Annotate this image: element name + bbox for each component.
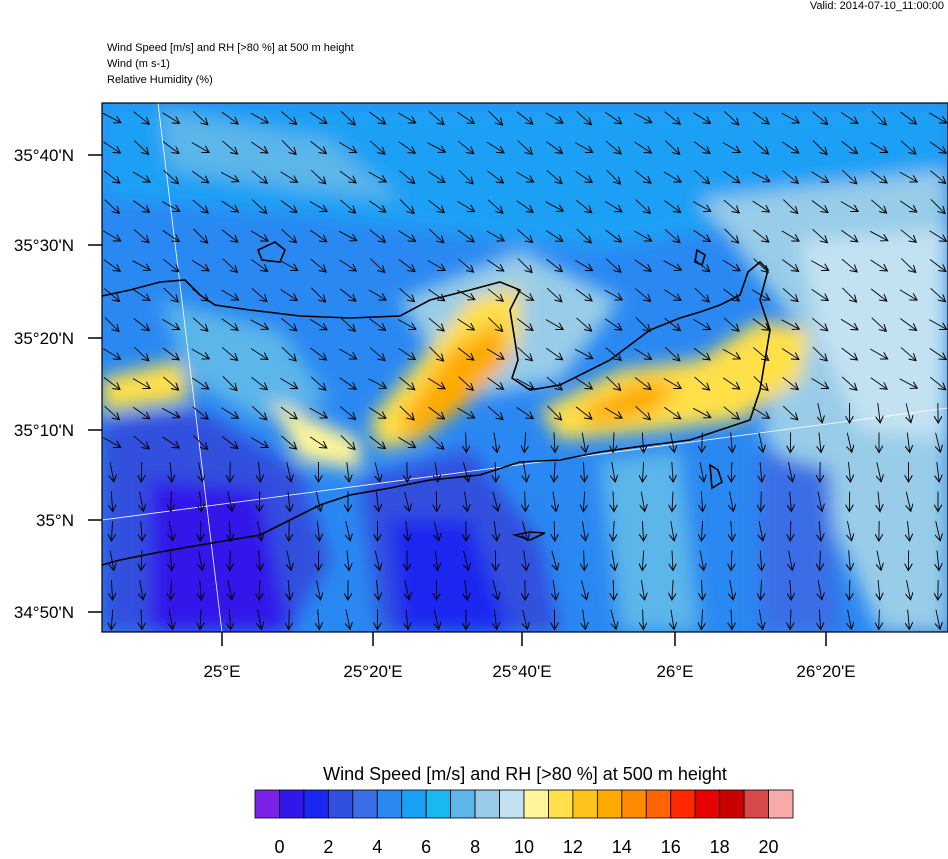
colorbar-label: 14 bbox=[612, 837, 632, 854]
colorbar-box bbox=[597, 790, 621, 818]
lon-label: 25°40'E bbox=[492, 662, 551, 681]
colorbar-box bbox=[695, 790, 719, 818]
colorbar-label: 20 bbox=[759, 837, 779, 854]
lat-label: 34°50'N bbox=[14, 603, 74, 622]
colorbar-box bbox=[255, 790, 279, 818]
colorbar-box bbox=[573, 790, 597, 818]
colorbar-label: 10 bbox=[514, 837, 534, 854]
lon-label: 26°E bbox=[656, 662, 693, 681]
colorbar-box bbox=[402, 790, 426, 818]
colorbar-box bbox=[720, 790, 744, 818]
colorbar-box bbox=[304, 790, 328, 818]
colorbar-label: 2 bbox=[323, 837, 333, 854]
colorbar-box bbox=[353, 790, 377, 818]
lat-label: 35°30'N bbox=[14, 236, 74, 255]
colorbar-box bbox=[451, 790, 475, 818]
lat-label: 35°40'N bbox=[14, 146, 74, 165]
lon-label: 25°20'E bbox=[343, 662, 402, 681]
lat-label: 35°N bbox=[36, 511, 74, 530]
colorbar-title: Wind Speed [m/s] and RH [>80 %] at 500 m… bbox=[323, 764, 727, 784]
lon-label: 25°E bbox=[203, 662, 240, 681]
colorbar: 0 2 4 6 8 10 12 14 16 18 20 bbox=[255, 790, 793, 854]
lat-label: 35°10'N bbox=[14, 421, 74, 440]
colorbar-label: 8 bbox=[470, 837, 480, 854]
colorbar-box bbox=[328, 790, 352, 818]
lat-label: 35°20'N bbox=[14, 329, 74, 348]
colorbar-box bbox=[279, 790, 303, 818]
colorbar-box bbox=[646, 790, 670, 818]
colorbar-box bbox=[769, 790, 793, 818]
colorbar-box bbox=[548, 790, 572, 818]
title-line: Relative Humidity (%) bbox=[107, 74, 213, 86]
colorbar-label: 18 bbox=[710, 837, 730, 854]
colorbar-box bbox=[426, 790, 450, 818]
lon-label: 26°20'E bbox=[796, 662, 855, 681]
colorbar-label: 0 bbox=[274, 837, 284, 854]
colorbar-label: 12 bbox=[563, 837, 583, 854]
colorbar-box bbox=[524, 790, 548, 818]
colorbar-box bbox=[377, 790, 401, 818]
wind-field bbox=[102, 103, 948, 632]
colorbar-box bbox=[475, 790, 499, 818]
colorbar-box bbox=[622, 790, 646, 818]
colorbar-box bbox=[671, 790, 695, 818]
colorbar-label: 16 bbox=[661, 837, 681, 854]
title-line: Wind Speed [m/s] and RH [>80 %] at 500 m… bbox=[107, 42, 354, 54]
colorbar-label: 6 bbox=[421, 837, 431, 854]
valid-time: Valid: 2014-07-10_11:00:00 bbox=[810, 0, 944, 12]
colorbar-label: 4 bbox=[372, 837, 382, 854]
colorbar-box bbox=[744, 790, 768, 818]
title-line: Wind (m s-1) bbox=[107, 58, 170, 70]
colorbar-box bbox=[500, 790, 524, 818]
